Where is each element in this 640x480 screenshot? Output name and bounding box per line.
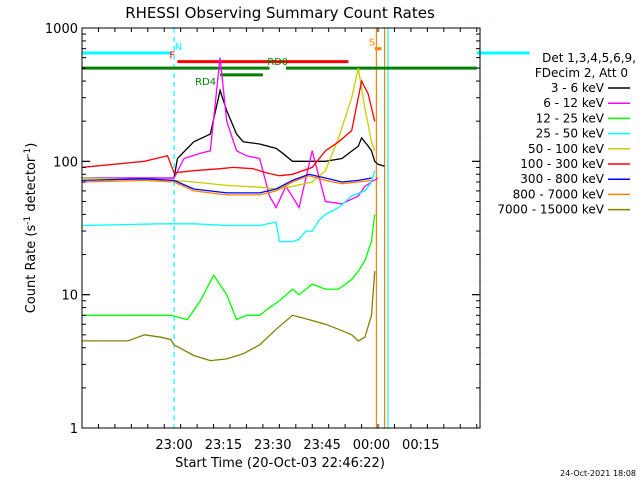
segment-label-n: N [175,42,182,53]
legend-label: 12 - 25 keV [536,111,605,125]
series-line-5 [81,67,376,190]
legend-label: 6 - 12 keV [543,96,605,110]
y-axis-label-main: Count Rate (s [24,225,39,314]
legend-label: 7000 - 15000 keV [497,203,604,217]
x-tick-label: 00:00 [353,438,390,453]
legend-header-2: FDecim 2, Att 0 [535,66,628,80]
series-line-2 [82,57,379,210]
legend-label: 3 - 6 keV [551,81,605,95]
y-axis: 1 10 100 1000 [45,22,480,437]
segment-label-rd4: RD4 [195,77,216,88]
legend-label: 300 - 800 keV [520,172,604,186]
date-stamp: 24-Oct-2021 18:08 [560,469,636,478]
legend-label: 25 - 50 keV [536,127,605,141]
x-axis-label: Start Time (20-Oct-03 22:46:22) [175,456,385,471]
x-tick-label: 23:00 [155,438,192,453]
legend-label: 100 - 300 keV [520,157,604,171]
chart-title: RHESSI Observing Summary Count Rates [125,4,435,22]
plot-marks: NF RD0 RD4 S [81,28,530,428]
segment-label-rd0: RD0 [267,57,288,68]
y-axis-label-end: ) [24,143,39,148]
y-tick-label: 100 [53,155,78,170]
legend-header-1: Det 1,3,4,5,6,9, [542,51,636,65]
series-line-7 [81,173,372,194]
segment-label-f: F [169,51,175,62]
y-tick-label: 10 [61,289,78,304]
series-line-6 [81,79,376,177]
x-tick-label: 00:15 [402,438,439,453]
y-axis-label-mid: detector [24,156,39,216]
y-tick-label: 1 [70,422,78,437]
legend-label: 800 - 7000 keV [513,187,605,201]
series-line-1 [82,88,385,179]
x-tick-label: 23:30 [254,438,291,453]
series-line-9 [82,271,376,362]
y-axis-label-exp2: -1 [23,148,33,157]
series-line-4 [81,170,376,243]
y-axis-label-exp1: -1 [23,216,33,225]
x-axis: 23:00 23:15 23:30 23:45 00:00 00:15 [81,28,478,453]
series-line-3 [82,214,376,321]
segment-label-s: S [369,38,375,49]
legend-label: 50 - 100 keV [528,142,605,156]
y-axis-label: Count Rate (s-1 detector-1) [23,143,39,314]
plot-frame [81,27,481,429]
series-line-8 [81,175,372,196]
y-tick-label: 1000 [45,22,78,37]
x-tick-label: 23:15 [205,438,242,453]
x-tick-label: 23:45 [303,438,340,453]
legend: Det 1,3,4,5,6,9, FDecim 2, Att 0 3 - 6 k… [497,51,636,217]
